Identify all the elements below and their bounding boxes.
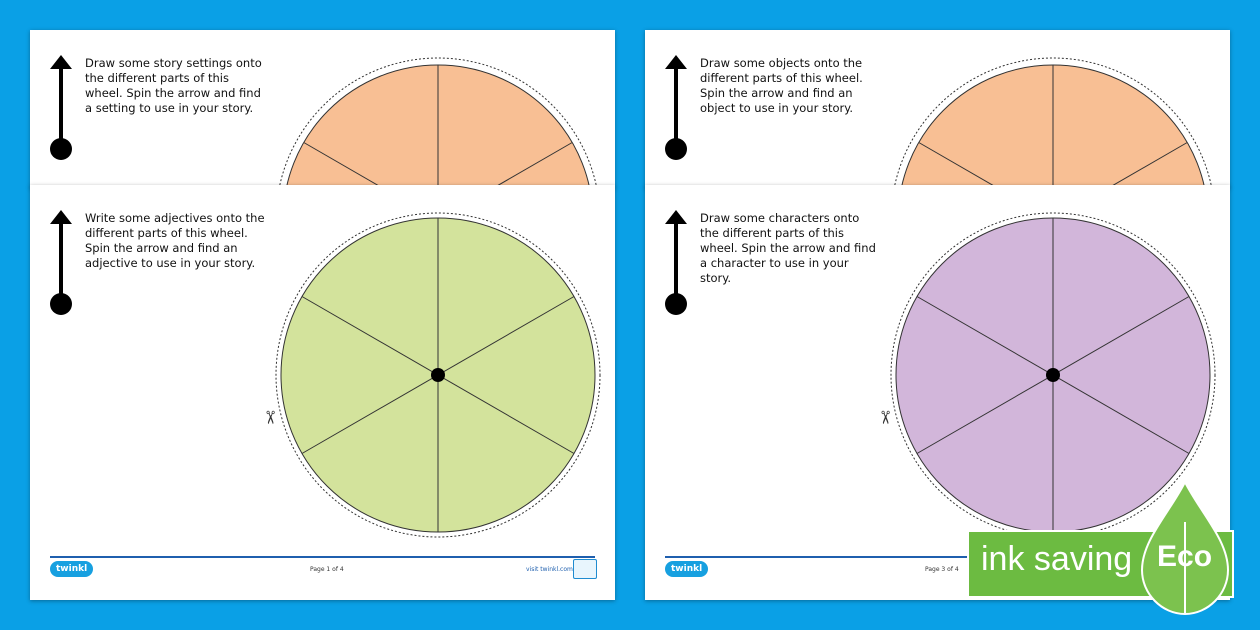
quality-stamp-icon (573, 559, 597, 579)
leaf-drop-icon (1140, 482, 1230, 616)
spinner-arrow-icon (50, 55, 72, 160)
spinner-wheel (278, 57, 598, 188)
spinner-arrow-icon (665, 210, 687, 315)
instruction-text: Draw some characters onto the different … (700, 211, 876, 285)
footer-divider (665, 556, 1210, 558)
worksheet-settings: Draw some story settings onto the differ… (30, 30, 615, 188)
page-number: Page 1 of 4 (310, 566, 344, 573)
twinkl-logo: twinkl (665, 561, 709, 577)
spinner-arrow-icon (665, 55, 687, 160)
twinkl-logo: twinkl (50, 561, 94, 577)
spinner-wheel (893, 57, 1213, 188)
instruction-text: Draw some objects onto the different par… (700, 56, 863, 115)
worksheet-adjectives: Write some adjectives onto the different… (30, 185, 615, 600)
scissors-icon: ✂ (259, 409, 281, 426)
ink-saving-label: ink saving (981, 540, 1133, 578)
instruction-text: Write some adjectives onto the different… (85, 211, 265, 270)
page-number: Page 3 of 4 (925, 566, 959, 573)
spinner-arrow-icon (50, 210, 72, 315)
scissors-icon: ✂ (874, 409, 896, 426)
instruction-text: Draw some story settings onto the differ… (85, 56, 262, 115)
spinner-wheel (275, 212, 601, 538)
eco-label: Eco (1157, 540, 1213, 573)
worksheet-objects: Draw some objects onto the different par… (645, 30, 1230, 188)
visit-link[interactable]: visit twinkl.com (526, 566, 573, 573)
footer-divider (50, 556, 595, 558)
